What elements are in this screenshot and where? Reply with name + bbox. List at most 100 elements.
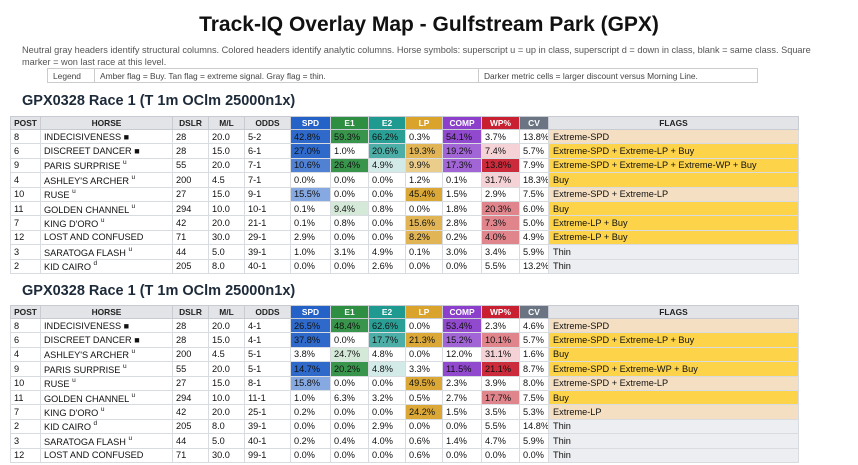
odds-cell: 11-1 <box>244 389 291 406</box>
horse-cell: LOST AND CONFUSED <box>40 447 173 463</box>
metric-cell-wp: 13.8% <box>481 157 520 174</box>
horse-cell: PARIS SURPRISE u <box>40 361 173 377</box>
column-header-e1[interactable]: E1 <box>330 116 369 130</box>
column-header-cv[interactable]: CV <box>519 116 549 130</box>
odds-cell: 25-1 <box>244 404 291 420</box>
won-last-square-icon: ■ <box>134 146 140 157</box>
metric-cell-cv: 0.0% <box>519 447 549 463</box>
column-header-cv[interactable]: CV <box>519 305 549 319</box>
flags-cell: Extreme-SPD + Extreme-LP + Extreme-WP + … <box>548 157 799 174</box>
dslr-cell: 55 <box>172 157 209 174</box>
horse-cell: INDECISIVENESS ■ <box>40 317 173 334</box>
dslr-cell: 200 <box>172 172 209 188</box>
class-change-marker: d <box>93 260 98 268</box>
flags-cell: Extreme-LP + Buy <box>548 229 799 246</box>
metric-cell-e2: 4.8% <box>368 346 406 363</box>
dslr-cell: 28 <box>172 128 209 145</box>
metric-cell-lp: 0.0% <box>405 317 443 334</box>
column-header-e2[interactable]: E2 <box>368 305 406 319</box>
column-header-dslr[interactable]: DSLR <box>172 305 209 319</box>
metric-cell-spd: 0.0% <box>290 418 331 435</box>
post-cell: 2 <box>10 258 41 274</box>
metric-cell-wp: 2.9% <box>481 186 520 202</box>
column-header-ml[interactable]: M/L <box>208 116 245 130</box>
dslr-cell: 294 <box>172 200 209 217</box>
dslr-cell: 44 <box>172 244 209 260</box>
metric-cell-spd: 0.1% <box>290 200 331 217</box>
column-header-comp[interactable]: COMP <box>442 305 482 319</box>
metric-cell-lp: 19.3% <box>405 143 443 159</box>
post-cell: 8 <box>10 128 41 145</box>
column-header-horse[interactable]: HORSE <box>40 305 173 319</box>
metric-cell-comp: 1.4% <box>442 433 482 449</box>
odds-cell: 21-1 <box>244 215 291 231</box>
post-cell: 6 <box>10 143 41 159</box>
column-header-e2[interactable]: E2 <box>368 116 406 130</box>
table-row: 10 RUSE u 27 15.0 9-1 15.5% 0.0% 0.0% 45.4% 1.5% 2… <box>10 186 799 202</box>
flags-cell: Thin <box>548 244 799 260</box>
metric-cell-cv: 13.2% <box>519 258 549 274</box>
class-change-marker: u <box>131 173 136 181</box>
race-title: GPX0328 Race 1 (T 1m OClm 25000n1x) <box>22 283 296 299</box>
column-header-ml[interactable]: M/L <box>208 305 245 319</box>
metric-cell-e1: 0.0% <box>330 172 369 188</box>
table-row: 4 ASHLEY'S ARCHER u 200 4.5 7-1 0.0% 0.0% 0.0% 1… <box>10 172 799 188</box>
metric-cell-wp: 3.5% <box>481 404 520 420</box>
column-header-odds[interactable]: ODDS <box>244 116 291 130</box>
class-change-marker: u <box>128 245 133 253</box>
column-header-post[interactable]: POST <box>10 116 41 130</box>
horse-cell: RUSE u <box>40 375 173 391</box>
metric-cell-cv: 5.9% <box>519 433 549 449</box>
flags-cell: Extreme-LP + Buy <box>548 215 799 231</box>
class-change-marker: u <box>128 434 133 442</box>
column-header-dslr[interactable]: DSLR <box>172 116 209 130</box>
metric-cell-comp: 0.2% <box>442 229 482 246</box>
column-header-horse[interactable]: HORSE <box>40 116 173 130</box>
metric-cell-e2: 66.2% <box>368 128 406 145</box>
metric-cell-comp: 11.5% <box>442 361 482 377</box>
header-row: POST HORSE DSLR M/L ODDS SPD E1 E2 LP COMP WP% CV FL… <box>10 116 799 130</box>
column-header-spd[interactable]: SPD <box>290 116 331 130</box>
column-header-spd[interactable]: SPD <box>290 305 331 319</box>
post-cell: 9 <box>10 361 41 377</box>
horse-name: RUSE <box>44 379 70 390</box>
flags-cell: Extreme-SPD + Extreme-LP <box>548 186 799 202</box>
column-header-flags[interactable]: FLAGS <box>548 116 799 130</box>
dslr-cell: 42 <box>172 404 209 420</box>
metric-cell-e1: 0.0% <box>330 229 369 246</box>
metric-cell-lp: 0.0% <box>405 346 443 363</box>
column-header-flags[interactable]: FLAGS <box>548 305 799 319</box>
won-last-square-icon: ■ <box>123 320 130 331</box>
column-header-lp[interactable]: LP <box>405 116 443 130</box>
metric-cell-e1: 59.3% <box>330 128 369 145</box>
column-header-wp[interactable]: WP% <box>481 305 520 319</box>
metric-cell-wp: 4.7% <box>481 433 520 449</box>
horse-name: SARATOGA FLASH <box>44 247 126 258</box>
metric-cell-spd: 15.8% <box>290 375 331 391</box>
horse-cell: PARIS SURPRISE u <box>40 157 173 174</box>
horse-cell: GOLDEN CHANNEL u <box>40 389 173 406</box>
column-header-comp[interactable]: COMP <box>442 116 482 130</box>
dslr-cell: 294 <box>172 389 209 406</box>
metric-cell-lp: 0.0% <box>405 258 443 274</box>
metric-cell-comp: 0.0% <box>442 447 482 463</box>
odds-cell: 39-1 <box>244 244 291 260</box>
horse-name: ASHLEY'S ARCHER <box>44 175 129 186</box>
post-cell: 11 <box>10 389 41 406</box>
metric-cell-lp: 1.2% <box>405 172 443 188</box>
column-header-odds[interactable]: ODDS <box>244 305 291 319</box>
ml-cell: 20.0 <box>208 361 245 377</box>
metric-cell-lp: 49.5% <box>405 375 443 391</box>
column-header-wp[interactable]: WP% <box>481 116 520 130</box>
column-header-post[interactable]: POST <box>10 305 41 319</box>
column-header-lp[interactable]: LP <box>405 305 443 319</box>
odds-cell: 5-1 <box>244 361 291 377</box>
ml-cell: 30.0 <box>208 229 245 246</box>
metric-cell-e1: 0.0% <box>330 375 369 391</box>
class-change-marker: d <box>93 420 98 428</box>
horse-name: PARIS SURPRISE <box>44 364 121 375</box>
column-header-e1[interactable]: E1 <box>330 305 369 319</box>
table-row: 6 DISCREET DANCER ■ 28 15.0 6-1 27.0% 1.0% 20.6… <box>10 143 799 159</box>
odds-cell: 99-1 <box>244 447 291 463</box>
legend-metrics: Darker metric cells = larger discount ve… <box>484 71 698 81</box>
